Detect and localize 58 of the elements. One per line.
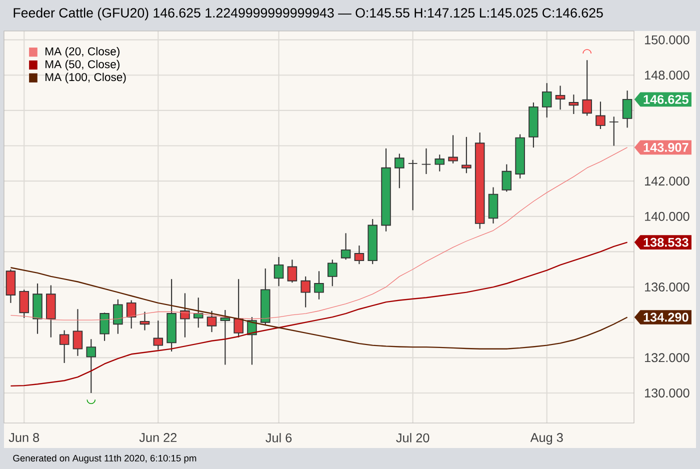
candlestick bbox=[86, 338, 96, 394]
x-tick-label: Aug 3 bbox=[530, 433, 563, 445]
y-tick-label: 136.000 bbox=[645, 282, 690, 292]
x-tick-label: Jun 8 bbox=[8, 433, 40, 442]
candlestick bbox=[555, 85, 566, 110]
candlestick bbox=[314, 270, 324, 300]
candlestick bbox=[126, 300, 136, 330]
candlestick bbox=[274, 256, 284, 287]
y-tick-label: 142.000 bbox=[645, 176, 690, 186]
candlestick bbox=[100, 312, 110, 342]
y-tick-label: 150.000 bbox=[645, 35, 690, 44]
candlestick bbox=[542, 82, 552, 118]
candlestick bbox=[72, 308, 83, 356]
candlestick bbox=[421, 148, 432, 175]
candlestick bbox=[140, 311, 150, 331]
candlestick bbox=[596, 101, 606, 130]
candlestick bbox=[180, 292, 190, 338]
candlestick bbox=[582, 60, 592, 116]
candlestick bbox=[502, 164, 512, 192]
x-tick-label: Jul 20 bbox=[396, 433, 430, 442]
candlestick bbox=[19, 289, 29, 318]
x-tick-label: Jul 6 bbox=[266, 433, 292, 442]
candlestick bbox=[354, 245, 364, 265]
text: 146.625 bbox=[644, 94, 688, 104]
candlestick bbox=[234, 278, 244, 338]
candlestick bbox=[220, 309, 230, 366]
y-tick-label: 148.000 bbox=[645, 70, 690, 80]
legend-label: MA (20, Close) bbox=[46, 47, 120, 58]
text: Generated on August 11th 2020, 6:10:15 pm bbox=[13, 454, 196, 464]
candlestick bbox=[340, 232, 351, 260]
candlestick bbox=[6, 268, 16, 304]
candlestick bbox=[328, 259, 338, 287]
legend-label: MA (100, Close) bbox=[46, 72, 126, 84]
candlestick bbox=[568, 94, 579, 115]
legend-label: MA (50, Close) bbox=[46, 60, 120, 70]
candlestick bbox=[622, 90, 632, 128]
candlestick bbox=[59, 330, 70, 364]
candlestick bbox=[608, 116, 619, 146]
candlestick bbox=[462, 136, 472, 174]
candlestick bbox=[193, 297, 204, 328]
data-label: 138.533 bbox=[644, 238, 688, 247]
x-tick-label: Jun 22 bbox=[139, 433, 177, 442]
candlestick bbox=[287, 259, 298, 284]
candlestick bbox=[113, 298, 123, 334]
candlestick bbox=[434, 154, 445, 172]
y-tick-label: 130.000 bbox=[645, 388, 690, 398]
candlestick bbox=[408, 159, 418, 211]
candlestick bbox=[448, 134, 458, 164]
data-label: 143.907 bbox=[644, 142, 688, 152]
data-label: 134.290 bbox=[644, 312, 688, 322]
y-tick-label: 132.000 bbox=[645, 353, 690, 362]
candlestick bbox=[488, 186, 498, 224]
candlestick bbox=[394, 153, 404, 189]
candlestick bbox=[153, 320, 164, 350]
y-tick-label: 140.000 bbox=[645, 212, 690, 221]
candlestick bbox=[300, 276, 310, 308]
chart-title: Feeder Cattle (GFU20) 146.625 1.2249999999999943 — O:145.55 H:147.125 L:145.025 C:146.625 bbox=[14, 8, 603, 20]
candlestick bbox=[206, 310, 217, 333]
